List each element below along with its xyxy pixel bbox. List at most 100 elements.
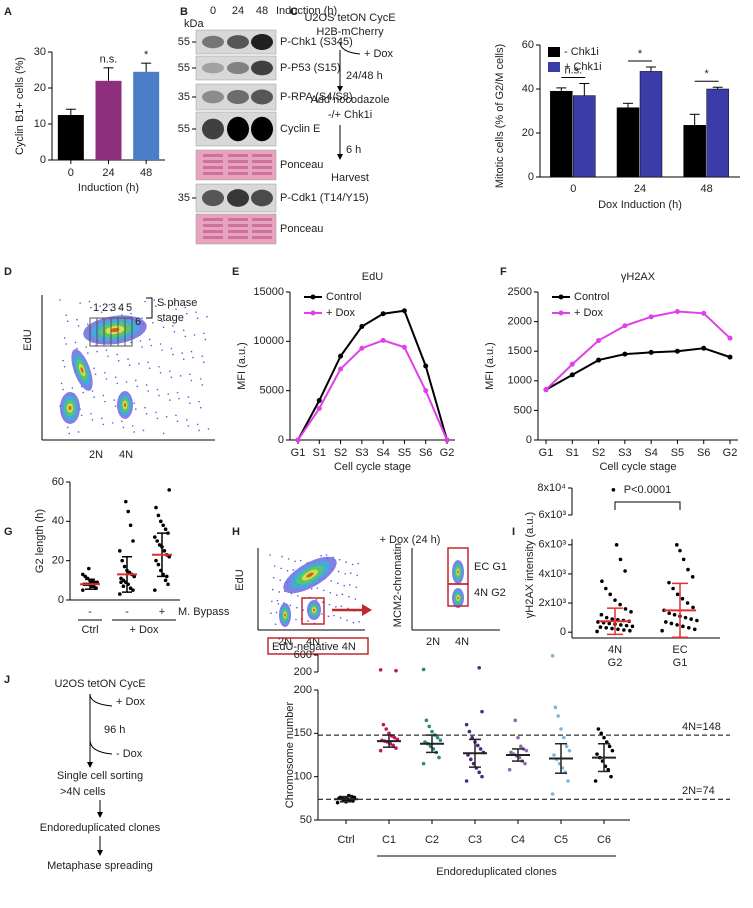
legend-label: + Chk1i: [564, 61, 602, 73]
reference-label: 4N=148: [682, 721, 721, 733]
x-tick-label: 48: [140, 167, 152, 179]
event-dot: [145, 384, 148, 386]
blot-band: [227, 89, 249, 105]
y-tick-label: 60: [52, 476, 64, 488]
marker: [674, 348, 680, 354]
event-dot: [276, 599, 279, 602]
marker: [701, 310, 707, 316]
event-dot: [336, 582, 339, 585]
gate-label: 3: [110, 302, 116, 314]
y-axis-label: γH2AX intensity (a.u.): [524, 512, 536, 618]
x-tick-label: G1: [539, 447, 554, 459]
flow-text: -/+ Chk1i: [328, 109, 372, 121]
data-point: [618, 623, 623, 627]
y-tick-label: 40: [522, 83, 534, 95]
event-dot: [144, 300, 146, 303]
data-point: [675, 543, 679, 547]
y-tick-label: 30: [34, 46, 46, 58]
x-axis-label: Dox Induction (h): [598, 199, 682, 211]
event-dot: [165, 415, 168, 418]
event-dot: [133, 402, 136, 404]
x-tick-label: S2: [592, 447, 605, 459]
bar: [57, 115, 84, 160]
event-dot: [269, 554, 271, 556]
event-dot: [62, 359, 64, 362]
x-tick-label: G2: [723, 447, 738, 459]
gate: [447, 583, 469, 607]
event-dot: [176, 391, 179, 394]
event-dot: [63, 337, 66, 339]
data-point: [427, 724, 432, 729]
y-axis-label: Cyclin B1+ cells (%): [14, 57, 26, 155]
data-point: [91, 584, 96, 589]
event-dot: [336, 594, 338, 596]
event-dot: [161, 320, 163, 323]
x-tick-label: C4: [511, 834, 525, 846]
y-tick-label: 100: [294, 771, 312, 783]
blot-band: [203, 172, 223, 175]
panel-letter: H: [232, 526, 240, 538]
data-point: [689, 617, 693, 621]
data-point: [128, 586, 133, 590]
event-dot: [307, 620, 309, 622]
x-tick-label: C6: [597, 834, 611, 846]
marker: [727, 335, 733, 341]
panel-letter: C: [290, 6, 298, 18]
x-tick-label: S1: [566, 447, 579, 459]
x-tick-label: C1: [382, 834, 396, 846]
data-point: [516, 735, 520, 740]
kda-marker: 55: [178, 123, 190, 135]
event-dot: [275, 611, 278, 614]
blot-band: [252, 224, 272, 227]
data-point: [128, 523, 133, 528]
event-dot: [134, 379, 137, 382]
annotation: P<0.0001: [624, 484, 671, 496]
event-dot: [138, 362, 140, 365]
y-tick-label: 600: [294, 649, 312, 661]
marker: [648, 314, 654, 320]
bar: [550, 90, 573, 178]
stage-label: stage: [157, 312, 184, 324]
event-dot: [280, 567, 282, 570]
x-axis-label: Cell cycle stage: [599, 461, 676, 473]
data-point: [618, 557, 623, 562]
kda-marker: 55: [178, 36, 190, 48]
event-dot: [151, 321, 154, 324]
x-tick-label: 0: [68, 167, 74, 179]
event-dot: [172, 353, 174, 356]
flow-curve: [339, 41, 361, 55]
x-tick-label: S3: [618, 447, 631, 459]
event-dot: [286, 569, 289, 572]
event-dot: [63, 365, 66, 368]
event-dot: [144, 406, 146, 409]
event-dot: [158, 365, 160, 368]
event-dot: [274, 623, 277, 626]
marker: [569, 372, 575, 378]
event-dot: [297, 595, 299, 597]
data-point: [467, 729, 472, 734]
event-dot: [105, 349, 108, 351]
event-dot: [179, 375, 182, 377]
marker: [359, 345, 365, 351]
line: [297, 309, 448, 441]
event-dot: [147, 361, 149, 363]
annotation: n.s.: [100, 54, 118, 66]
event-dot: [294, 560, 296, 563]
data-point: [618, 602, 622, 607]
event-dot: [281, 555, 283, 558]
event-dot: [173, 331, 176, 333]
data-point: [675, 592, 680, 597]
lane-label: 0: [210, 5, 216, 17]
blot-band: [252, 236, 272, 239]
y-tick-label: 50: [300, 814, 312, 826]
data-point: [477, 665, 482, 670]
event-dot: [187, 396, 190, 398]
y-tick-label: 10000: [253, 335, 284, 347]
blot-band: [202, 35, 224, 49]
marker: [380, 337, 386, 343]
y-tick-label: 15000: [253, 286, 284, 298]
data-point: [610, 626, 614, 631]
stage-label: S phase: [157, 297, 197, 309]
data-point: [671, 586, 675, 591]
y-tick-label: 2x10³: [538, 597, 566, 609]
